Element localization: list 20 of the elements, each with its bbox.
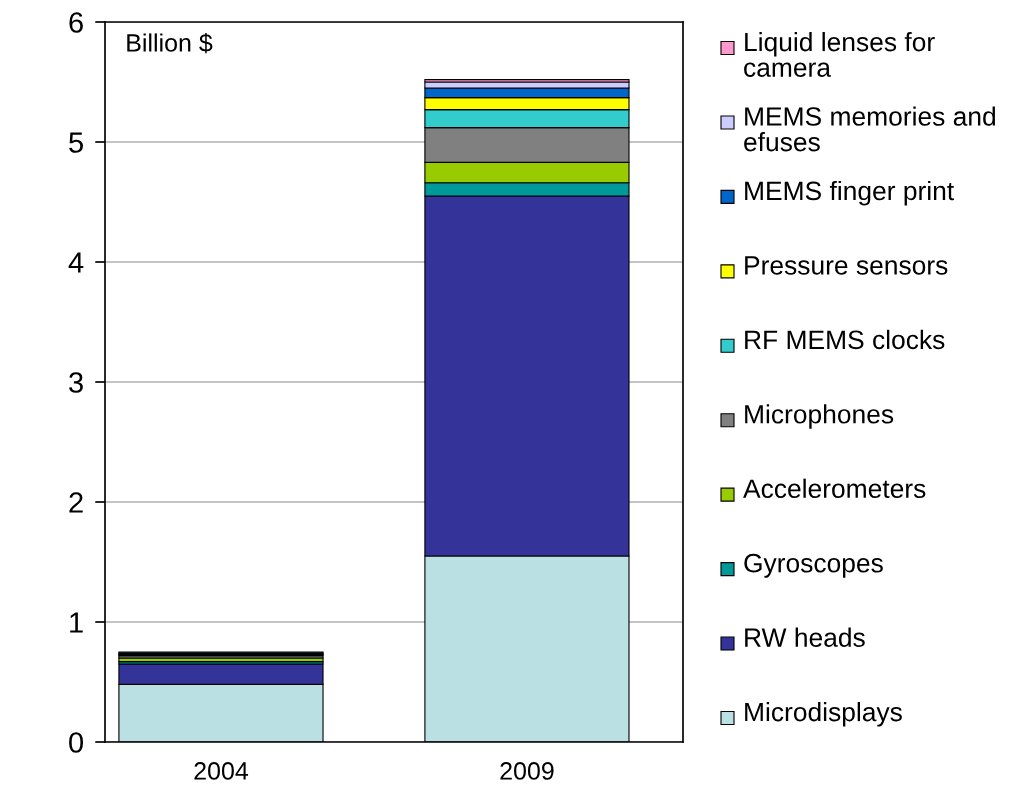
y-tick-label: 1 — [70, 612, 83, 633]
x-tick-label: 2009 — [500, 762, 554, 780]
legend-label: Liquid lenses for camera — [744, 32, 935, 77]
x-tick-label: 2004 — [194, 762, 249, 780]
legend-label: Accelerometers — [743, 478, 926, 499]
legend-label: Microdisplays — [745, 702, 902, 727]
legend-label: Pressure sensors — [745, 256, 948, 275]
legend-label: Gyroscopes — [744, 553, 883, 578]
y-tick-label: 0 — [69, 732, 84, 753]
annotation: Billion $ — [127, 33, 213, 54]
legend-label: MEMS finger print — [745, 180, 954, 206]
legend-label: RW heads — [745, 627, 865, 647]
y-tick-label: 2 — [69, 492, 83, 513]
y-tick-label: 4 — [68, 252, 84, 273]
y-tick-label: 5 — [69, 132, 83, 153]
y-tick-label: 6 — [69, 12, 83, 33]
y-tick-label: 3 — [69, 372, 83, 393]
legend-label: MEMS memories and efuses — [744, 106, 995, 152]
legend-label: Microphones — [745, 404, 894, 429]
legend-label: RF MEMS clocks — [745, 329, 945, 350]
